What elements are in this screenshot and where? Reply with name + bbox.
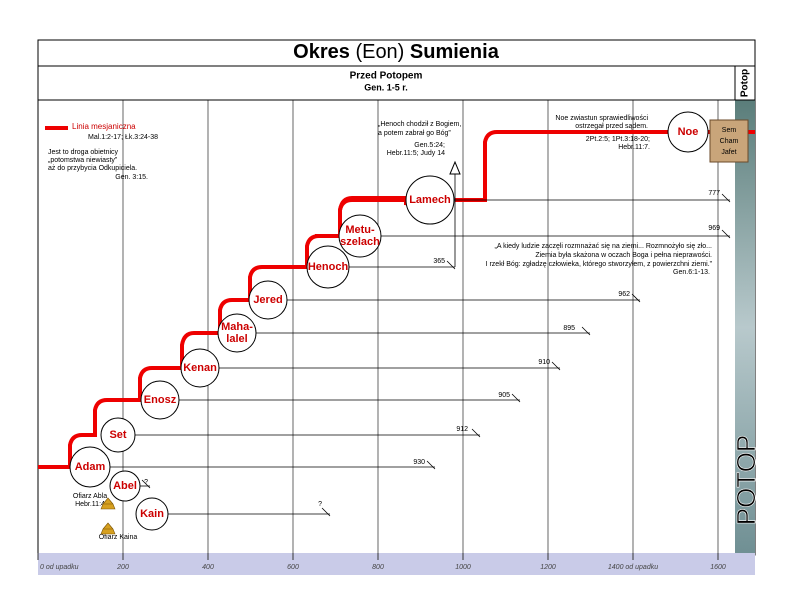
note-text: Ofiarz Abla — [73, 493, 107, 500]
messianic-line — [38, 130, 755, 469]
note-ref: Gen. 3:15. — [115, 174, 148, 181]
legend-label: Linia mesjaniczna — [72, 122, 136, 131]
age-label: 895 — [563, 325, 575, 332]
person-name: Lamech — [409, 194, 451, 206]
arrow-head — [449, 160, 461, 175]
tick-label: 1000 — [455, 564, 471, 571]
person-name: Metu- — [345, 224, 375, 236]
flood-label: POTOP — [731, 435, 761, 526]
lifespan-end — [511, 393, 521, 403]
tick-label: 200 — [116, 564, 129, 571]
age-label: ? — [144, 479, 148, 486]
person — [248, 280, 288, 320]
tick-label: 800 — [372, 564, 384, 571]
person-name: Abel — [113, 480, 137, 492]
note-text: Noe zwiastun sprawiedliwości — [555, 115, 648, 122]
tick-label: 0 od upadku — [40, 564, 79, 571]
lifespan-end — [551, 361, 561, 371]
lifespan-end — [721, 193, 731, 203]
note-text: „potomstwa niewiasty” — [48, 157, 118, 164]
note-text: Hebr.11:4 — [75, 501, 105, 508]
note-text: Ofiarz Kaina — [99, 534, 138, 541]
person — [109, 470, 141, 502]
lifespan-end — [321, 507, 331, 517]
lifespan-end — [446, 260, 456, 270]
person — [405, 175, 455, 225]
timeline-bar — [38, 553, 755, 575]
note-text: Ziemia była skażona w oczach Boga i pełn… — [535, 252, 712, 259]
son-name: Jafet — [721, 149, 736, 156]
lifespan-end — [141, 479, 151, 489]
person — [667, 111, 709, 153]
tick-label: 600 — [287, 564, 299, 571]
age-label: ? — [318, 501, 322, 508]
note-text: Gen.5:24; — [414, 142, 445, 149]
person — [306, 245, 350, 289]
person-name: Adam — [75, 461, 106, 473]
person-name: Set — [109, 429, 126, 441]
altar — [100, 497, 116, 510]
person-name: Henoch — [308, 261, 349, 273]
note-text: „A kiedy ludzie zaczęli rozmnażać się na… — [495, 243, 713, 250]
lifespan-end — [471, 428, 481, 438]
person — [135, 497, 169, 531]
lifespan-end — [581, 326, 591, 336]
lifespan-end — [426, 460, 436, 470]
person — [100, 417, 136, 453]
age-label: 969 — [708, 225, 720, 232]
person — [140, 380, 180, 420]
lifespan-end — [721, 229, 731, 239]
son-name: Sem — [722, 127, 737, 134]
age-label: 905 — [498, 392, 510, 399]
person-name: Kain — [140, 508, 164, 520]
note-text: ostrzegał przed sądem. — [575, 123, 648, 130]
water — [735, 100, 755, 555]
person-name: Jered — [253, 294, 282, 306]
person — [338, 214, 382, 258]
person-name: Kenan — [183, 362, 217, 374]
note-text: I rzekł Bóg: zgładzę człowieka, którego … — [486, 261, 713, 268]
tick-label: 1400 od upadku — [608, 564, 658, 571]
subtitle: Przed Potopem — [350, 71, 423, 82]
reference: Gen. 1-5 r. — [364, 82, 408, 92]
person-name: szelach — [340, 236, 380, 248]
age-label: 910 — [538, 359, 550, 366]
age-label: 777 — [708, 190, 720, 197]
son-name: Cham — [720, 138, 739, 145]
person — [69, 446, 111, 488]
age-label: 365 — [433, 258, 445, 265]
legend-ref: Mal.1:2-17; Łk.3:24-38 — [88, 134, 158, 141]
tick-label: 1600 — [710, 564, 726, 571]
note-text: Hebr.11:5; Judy 14 — [387, 150, 445, 157]
sons-box — [709, 119, 749, 163]
side-label: Potop — [740, 69, 751, 97]
note-text: „Henoch chodził z Bogiem, — [378, 121, 461, 128]
note-text: aż do przybycia Odkupiciela. — [48, 165, 137, 172]
age-label: 930 — [413, 459, 425, 466]
lifespan-end — [631, 293, 641, 303]
note-text: a potem zabrał go Bóg” — [378, 130, 451, 137]
person-name: Noe — [678, 126, 699, 138]
person — [217, 313, 257, 353]
note-text: 2Pt.2:5; 1Pt.3:18-20; — [586, 136, 650, 143]
person-name: Enosz — [144, 394, 177, 406]
altar — [100, 522, 116, 535]
age-label: 912 — [456, 426, 468, 433]
title: Okres (Eon) Sumienia — [293, 41, 500, 63]
note-text: Jest to droga obietnicy — [48, 149, 119, 156]
tick-label: 1200 — [540, 564, 556, 571]
person-name: Maha- — [221, 321, 253, 333]
tick-label: 400 — [202, 564, 214, 571]
note-ref: Gen.6:1-13. — [673, 269, 710, 276]
person — [180, 348, 220, 388]
note-text: Hebr.11:7. — [618, 144, 650, 151]
person-name: lalel — [226, 333, 247, 345]
age-label: 962 — [618, 291, 630, 298]
